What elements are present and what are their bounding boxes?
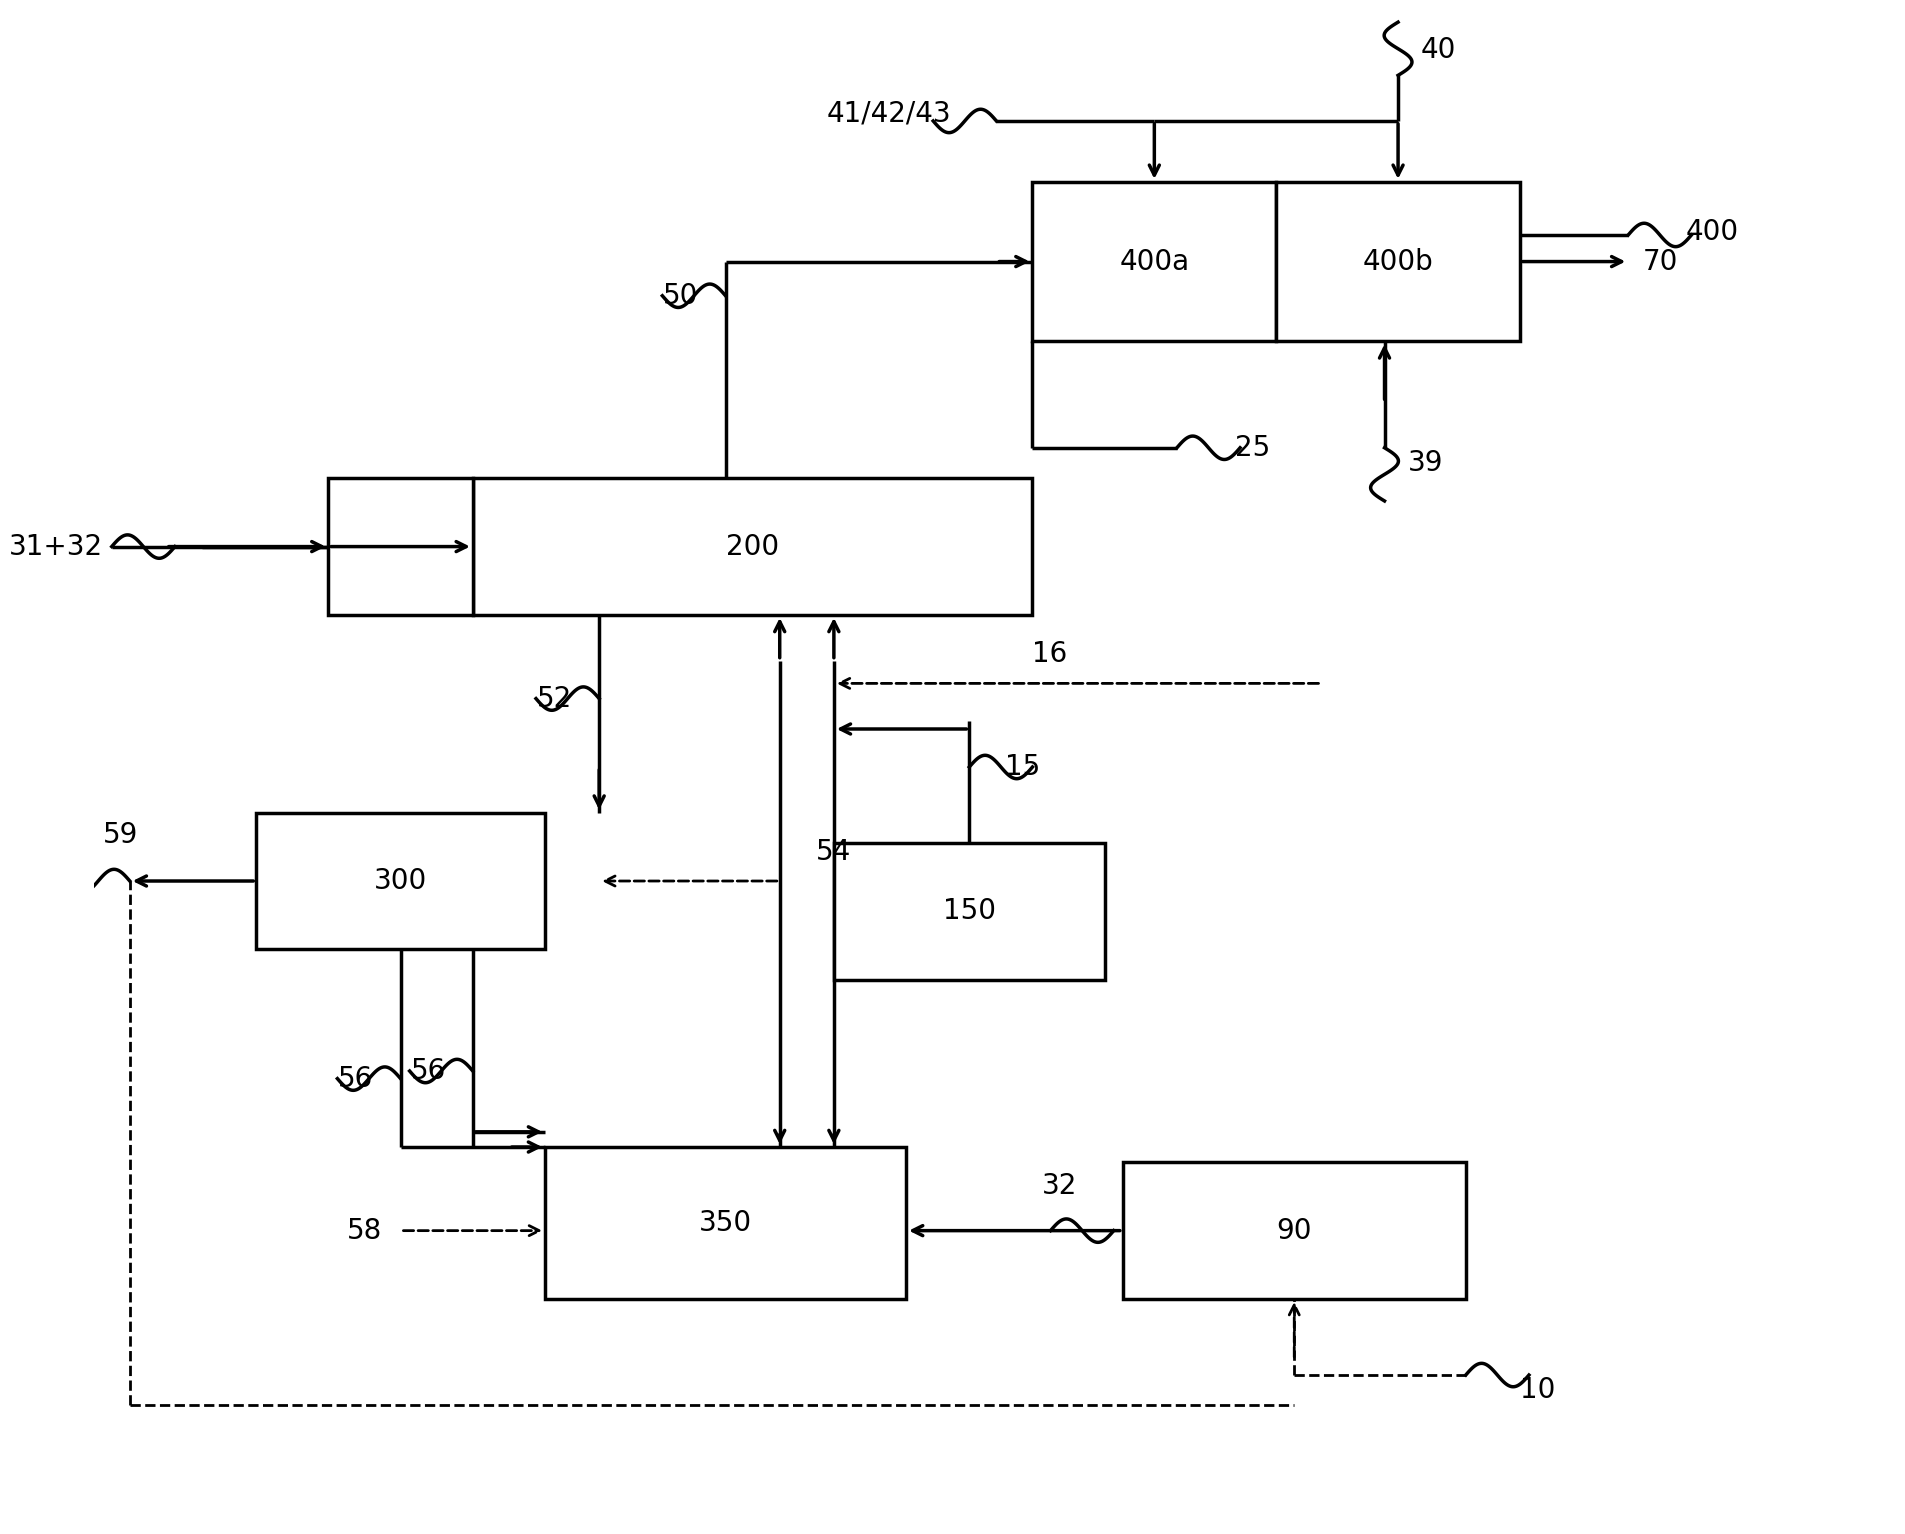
- Text: 52: 52: [537, 684, 572, 713]
- Bar: [834, 844, 1105, 980]
- Text: 56: 56: [337, 1065, 373, 1092]
- Text: 50: 50: [663, 282, 697, 310]
- Text: 56: 56: [410, 1057, 446, 1085]
- Text: 39: 39: [1408, 449, 1442, 477]
- Text: 400: 400: [1686, 218, 1737, 245]
- Bar: [328, 479, 472, 615]
- Bar: [255, 813, 545, 950]
- Bar: [1033, 181, 1276, 342]
- Text: 300: 300: [373, 867, 427, 894]
- Bar: [545, 1147, 905, 1299]
- Bar: [1276, 181, 1518, 342]
- Bar: [472, 479, 1033, 615]
- Text: 32: 32: [1042, 1172, 1076, 1200]
- Bar: [1122, 1163, 1465, 1299]
- Text: 40: 40: [1419, 35, 1455, 63]
- Text: 25: 25: [1234, 434, 1269, 462]
- Text: 54: 54: [815, 838, 852, 865]
- Text: 31+32: 31+32: [10, 532, 103, 560]
- Text: 400a: 400a: [1118, 247, 1189, 276]
- Text: 16: 16: [1033, 640, 1067, 669]
- Text: 58: 58: [347, 1216, 383, 1244]
- Text: 350: 350: [699, 1209, 752, 1236]
- Text: 10: 10: [1518, 1376, 1554, 1404]
- Text: 90: 90: [1276, 1216, 1311, 1244]
- Text: 15: 15: [1004, 753, 1040, 781]
- Text: 150: 150: [943, 897, 994, 925]
- Text: 59: 59: [103, 821, 137, 850]
- Text: 70: 70: [1642, 247, 1676, 276]
- Text: 400b: 400b: [1362, 247, 1433, 276]
- Text: 41/42/43: 41/42/43: [827, 100, 951, 127]
- Text: 200: 200: [726, 532, 779, 560]
